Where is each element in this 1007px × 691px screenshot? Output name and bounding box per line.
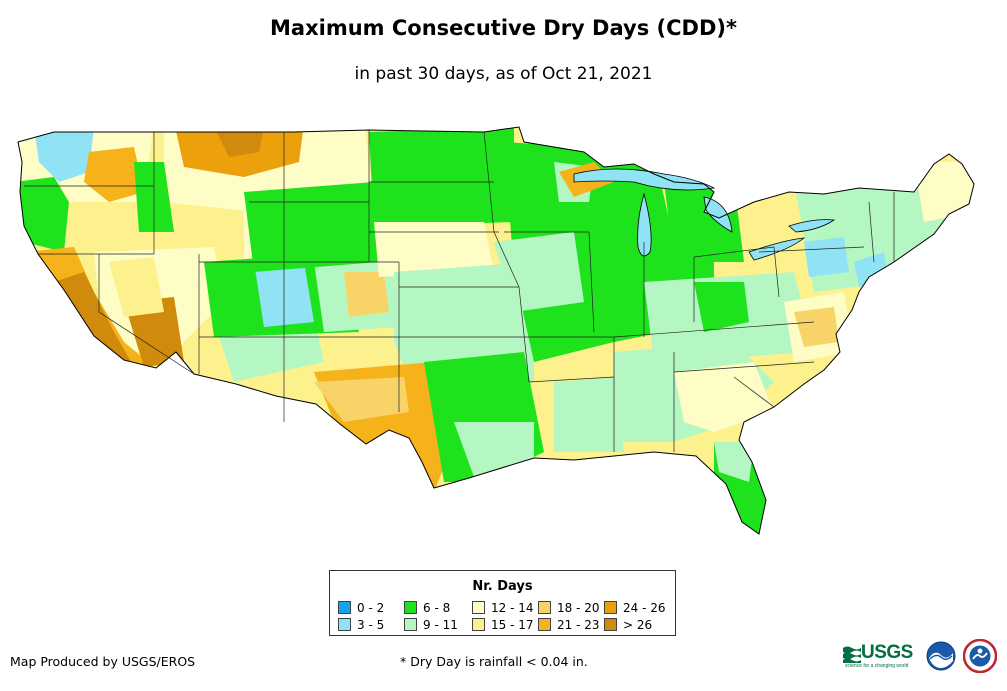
legend-swatch [604, 618, 617, 631]
legend-item-6-8: 6 - 8 [404, 601, 450, 615]
map-title: Maximum Consecutive Dry Days (CDD)* [270, 16, 737, 40]
legend-item-24-26: 24 - 26 [604, 601, 666, 615]
legend-label: 15 - 17 [491, 618, 534, 632]
map-subtitle: in past 30 days, as of Oct 21, 2021 [354, 64, 653, 84]
legend-item-18-20: 18 - 20 [538, 601, 600, 615]
legend: Nr. Days 0 - 2 3 - 5 6 - 8 9 - 11 12 - 1… [329, 570, 676, 636]
legend-swatch [472, 618, 485, 631]
map-credit: Map Produced by USGS/EROS [10, 654, 196, 669]
legend-label: 3 - 5 [357, 618, 385, 632]
legend-label: 24 - 26 [623, 601, 666, 615]
legend-label: 0 - 2 [357, 601, 385, 615]
noaa-logo [926, 641, 956, 671]
legend-label: > 26 [623, 618, 653, 632]
legend-swatch [338, 618, 351, 631]
legend-item-over-26: > 26 [604, 618, 652, 632]
legend-label: 12 - 14 [491, 601, 534, 615]
legend-swatch [538, 618, 551, 631]
legend-item-0-2: 0 - 2 [338, 601, 384, 615]
legend-swatch [404, 601, 417, 614]
legend-swatch [538, 601, 551, 614]
legend-item-12-14: 12 - 14 [472, 601, 534, 615]
legend-swatch [338, 601, 351, 614]
usgs-logo: USGS science for a changing world [843, 642, 919, 669]
nws-logo [963, 639, 997, 673]
dry-day-footnote: * Dry Day is rainfall < 0.04 in. [400, 654, 588, 669]
legend-label: 9 - 11 [423, 618, 458, 632]
legend-item-21-23: 21 - 23 [538, 618, 600, 632]
legend-swatch [404, 618, 417, 631]
legend-item-9-11: 9 - 11 [404, 618, 458, 632]
legend-label: 21 - 23 [557, 618, 600, 632]
legend-title: Nr. Days [472, 579, 533, 594]
legend-swatch [604, 601, 617, 614]
usgs-wave-icon [843, 646, 861, 663]
legend-item-15-17: 15 - 17 [472, 618, 534, 632]
legend-label: 6 - 8 [423, 601, 451, 615]
legend-item-3-5: 3 - 5 [338, 618, 384, 632]
legend-label: 18 - 20 [557, 601, 600, 615]
usgs-tagline: science for a changing world [845, 663, 909, 669]
legend-swatch [472, 601, 485, 614]
usgs-wordmark: USGS [861, 642, 913, 663]
us-dry-days-map [17, 126, 975, 535]
